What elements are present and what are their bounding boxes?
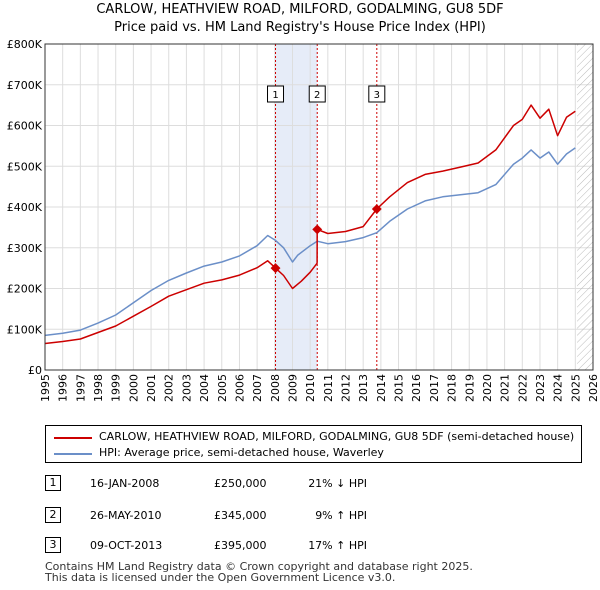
transaction-date: 26-MAY-2010 [90,509,162,522]
x-tick-label: 2013 [357,374,370,402]
property-price-line [44,104,576,345]
transaction-number: 3 [45,537,61,553]
legend-label-property: CARLOW, HEATHVIEW ROAD, MILFORD, GODALMI… [99,430,575,443]
chart-subtitle: Price paid vs. HM Land Registry's House … [114,20,486,35]
x-tick-label: 2025 [569,374,582,402]
transaction-row: 1 16-JAN-2008 £250,000 21% ↓ HPI [45,475,585,493]
x-tick-label: 2008 [269,374,282,402]
chart-title: CARLOW, HEATHVIEW ROAD, MILFORD, GODALMI… [96,2,504,17]
transaction-hpi-change: 17% ↑ HPI [308,539,367,552]
x-tick-label: 2026 [587,374,600,402]
transaction-date: 09-OCT-2013 [90,539,163,552]
marker-label: 3 [374,90,380,101]
marker-box [368,85,386,103]
x-tick-label: 2003 [180,374,193,402]
y-tick-label: £300K [7,242,43,255]
y-tick-label: £100K [7,323,43,336]
x-tick-label: 1997 [74,374,87,402]
transaction-row: 3 09-OCT-2013 £395,000 17% ↑ HPI [45,537,585,555]
x-tick-label: 1998 [92,374,105,402]
legend: CARLOW, HEATHVIEW ROAD, MILFORD, GODALMI… [45,425,582,463]
transaction-point [270,263,281,274]
transaction-hpi-change: 9% ↑ HPI [315,509,367,522]
footer-licence: This data is licensed under the Open Gov… [45,571,396,584]
transaction-point [371,204,382,214]
legend-swatch-property [54,437,92,439]
transaction-price: £345,000 [214,509,267,522]
x-tick-label: 2006 [233,374,246,402]
transaction-number: 2 [45,507,61,523]
x-tick-label: 2019 [463,374,476,402]
x-tick-label: 2010 [304,374,317,402]
plot-frame [44,43,594,371]
x-tick-label: 2021 [499,374,512,402]
marker-box [308,85,326,103]
transaction-price: £250,000 [214,477,267,490]
x-tick-label: 2020 [481,374,494,402]
transaction-date: 16-JAN-2008 [90,477,160,490]
legend-label-hpi: HPI: Average price, semi-detached house,… [99,446,384,459]
marker-box [267,85,285,103]
x-tick-label: 2005 [216,374,229,402]
marker-label: 1 [272,90,278,101]
x-tick-label: 2004 [198,374,211,402]
x-tick-label: 2002 [163,374,176,402]
x-tick-label: 2022 [516,374,529,402]
y-tick-label: £700K [7,79,43,92]
y-tick-label: £0 [28,364,42,377]
future-hatch [577,44,593,370]
x-tick-label: 2011 [322,374,335,402]
y-tick-label: £800K [7,38,43,51]
transaction-point [312,224,323,235]
x-tick-label: 2023 [534,374,547,402]
x-tick-label: 2018 [446,374,459,402]
x-tick-label: 2001 [145,374,158,402]
transaction-hpi-change: 21% ↓ HPI [308,477,367,490]
transaction-row: 2 26-MAY-2010 £345,000 9% ↑ HPI [45,507,585,525]
marker-label: 2 [314,90,320,101]
legend-swatch-hpi [54,453,92,455]
x-tick-label: 2007 [251,374,264,402]
x-tick-label: 2014 [375,374,388,402]
x-tick-label: 2015 [393,374,406,402]
transaction-number: 1 [45,475,61,491]
x-tick-label: 2017 [428,374,441,402]
x-tick-label: 1995 [39,374,52,402]
footer-copyright: Contains HM Land Registry data © Crown c… [45,560,473,573]
transaction-price: £395,000 [214,539,267,552]
x-tick-label: 2012 [340,374,353,402]
x-tick-label: 2009 [286,374,299,402]
y-tick-label: £200K [7,283,43,296]
x-tick-label: 1996 [57,374,70,402]
x-tick-label: 1999 [110,374,123,402]
y-tick-label: £500K [7,160,43,173]
x-tick-label: 2000 [127,374,140,402]
y-tick-label: £400K [7,201,43,214]
x-tick-label: 2024 [552,374,565,402]
price-chart: 1 2 3 £0 £100K £200K £300K £400K £500K £600K £700… [7,38,600,402]
y-tick-label: £600K [7,120,43,133]
x-tick-label: 2016 [410,374,423,402]
